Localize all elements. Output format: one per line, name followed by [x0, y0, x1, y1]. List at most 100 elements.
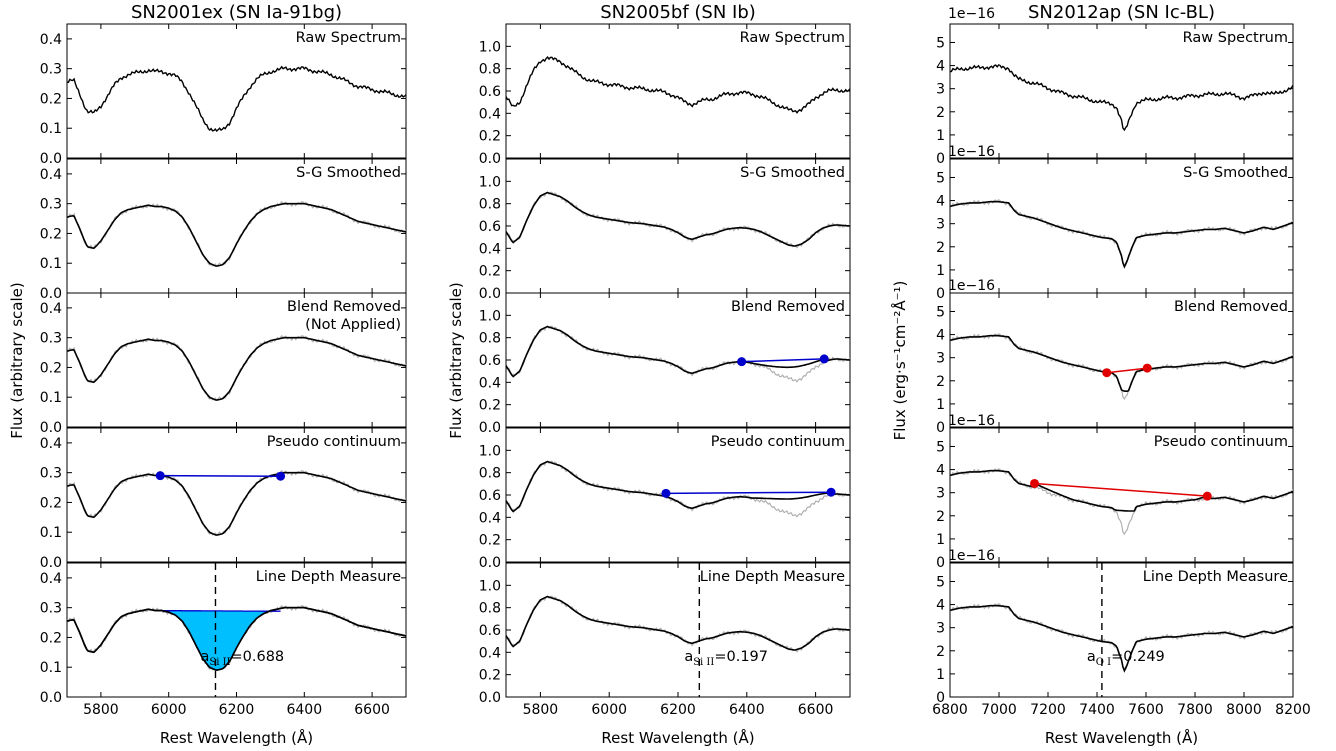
x-tick-label: 5800	[523, 702, 559, 718]
panel-1-2: 0.0 0.2 0.4 0.6 0.8 1.0 Blend Removed	[479, 292, 851, 436]
x-tick-label: 7600	[1128, 702, 1164, 718]
y-tick-label: 0.0	[40, 690, 62, 706]
continuum-endpoint	[819, 354, 829, 364]
y-tick-label: 0.0	[479, 420, 501, 436]
y-tick-label: 0.6	[479, 488, 501, 504]
panel-label: Blend Removed	[1174, 299, 1288, 315]
y-tick-label: 1	[936, 667, 945, 683]
y-tick-label: 1	[936, 263, 945, 279]
y-tick-label: 0.8	[479, 62, 501, 78]
y-tick-label: 0.8	[479, 601, 501, 617]
raw-spectrum-gray	[506, 460, 850, 518]
y-tick-label: 2	[936, 644, 945, 660]
y-tick-label: 1	[936, 128, 945, 144]
y-axis-label: Flux (arbitrary scale)	[447, 282, 465, 438]
y-tick-label: 0.1	[40, 121, 62, 137]
y-tick-label: 0.4	[479, 375, 501, 391]
plot-area	[950, 468, 1293, 536]
plot-area	[506, 56, 850, 114]
y-tick-label: 0.0	[40, 555, 62, 571]
y-tick-label: 4	[936, 194, 945, 210]
y-tick-label: 0.4	[479, 241, 501, 257]
y-tick-label: 0.6	[479, 353, 501, 369]
continuum-endpoint	[1030, 478, 1040, 488]
panel-0-2: 0.0 0.1 0.2 0.3 0.4 Blend Removed (Not Applied…	[40, 292, 407, 436]
panel-label: S-G Smoothed	[740, 165, 845, 181]
depth-measure-label: aSi II=0.688	[200, 649, 284, 668]
panel-1-0: 0.0 0.2 0.4 0.6 0.8 1.0 Raw Spectrum	[479, 23, 851, 167]
x-axis-label: Rest Wavelength (Å)	[1045, 728, 1198, 747]
y-tick-label: 0.3	[40, 331, 62, 347]
panel-0-4: 0.0 0.1 0.2 0.3 0.4 5800 6000 6200 6400 6600 Line …	[40, 562, 407, 718]
y-tick-label: 4	[936, 598, 945, 614]
y-tick-label: 3	[936, 82, 945, 98]
plot-area	[950, 199, 1293, 269]
y-tick-label: 0.3	[40, 466, 62, 482]
y-tick-label: 5	[936, 574, 945, 590]
x-tick-label: 8000	[1226, 702, 1262, 718]
raw-spectrum-gray	[506, 191, 850, 249]
panel-0-1: 0.0 0.1 0.2 0.3 0.4 S-G Smoothed	[40, 158, 407, 302]
y-tick-label: 0.2	[40, 360, 62, 376]
y-tick-label: 0.2	[40, 91, 62, 107]
y-tick-label: 1.0	[479, 443, 501, 459]
y-tick-label: 5	[936, 35, 945, 51]
x-tick-label: 6800	[932, 702, 968, 718]
panel-0-0: 0.0 0.1 0.2 0.3 0.4 Raw Spectrum	[40, 23, 407, 167]
x-tick-label: 6000	[151, 702, 187, 718]
x-tick-label: 6200	[660, 702, 696, 718]
panel-label: Pseudo continuum	[711, 434, 845, 450]
smoothed-spectrum-line	[67, 202, 406, 267]
y-tick-label: 0.8	[479, 197, 501, 213]
panel-1-1: 0.0 0.2 0.4 0.6 0.8 1.0 S-G Smoothed	[479, 158, 851, 302]
x-tick-label: 5800	[83, 702, 119, 718]
panel-label: S-G Smoothed	[296, 165, 401, 181]
x-tick-label: 7200	[1030, 702, 1066, 718]
plot-area	[506, 325, 850, 383]
y-tick-label: 0.2	[479, 533, 501, 549]
continuum-line	[1034, 482, 1208, 497]
y-tick-label: 0.0	[40, 151, 62, 167]
x-tick-label: 7800	[1177, 702, 1213, 718]
smoothed-spectrum-line	[67, 336, 406, 401]
plot-area	[67, 65, 406, 133]
x-tick-label: 6400	[729, 702, 765, 718]
y-tick-label: 0	[936, 151, 945, 167]
spectrum-line	[67, 65, 406, 133]
panel-label: Raw Spectrum	[1183, 30, 1288, 46]
y-tick-label: 4	[936, 328, 945, 344]
y-tick-label: 0.4	[479, 510, 501, 526]
y-tick-label: 0.1	[40, 390, 62, 406]
y-tick-label: 0.2	[40, 495, 62, 511]
continuum-endpoint	[1142, 363, 1152, 373]
depth-measure-label: aSi II=0.197	[684, 649, 768, 668]
panel-frame	[949, 292, 1294, 428]
y-tick-label: 3	[936, 351, 945, 367]
y-tick-label: 5	[936, 170, 945, 186]
raw-spectrum-gray	[67, 469, 406, 536]
panel-label: Line Depth Measure	[700, 569, 845, 585]
panel-label: Pseudo continuum	[267, 434, 401, 450]
spectrum-line	[950, 64, 1293, 132]
plot-area	[950, 64, 1293, 132]
y-tick-label: 0.3	[40, 62, 62, 78]
x-tick-label: 7000	[981, 702, 1017, 718]
y-tick-label: 0.0	[479, 555, 501, 571]
panel-label: S-G Smoothed	[1183, 165, 1288, 181]
panel-2-4: 0 1 2 3 4 5 6800 7000 7200 7400 7600 7800 8000 8200 1e…	[932, 548, 1311, 718]
offset-text: 1e−16	[948, 413, 995, 429]
y-tick-label: 0	[936, 555, 945, 571]
x-axis-label: Rest Wavelength (Å)	[160, 728, 313, 747]
y-tick-label: 0.8	[479, 331, 501, 347]
y-tick-label: 0.3	[40, 601, 62, 617]
raw-spectrum-gray	[506, 595, 850, 653]
y-tick-label: 4	[936, 59, 945, 75]
y-tick-label: 3	[936, 621, 945, 637]
plot-area	[506, 191, 850, 249]
plot-area	[67, 334, 406, 401]
y-tick-label: 0.6	[479, 219, 501, 235]
smoothed-spectrum-line	[506, 595, 850, 651]
